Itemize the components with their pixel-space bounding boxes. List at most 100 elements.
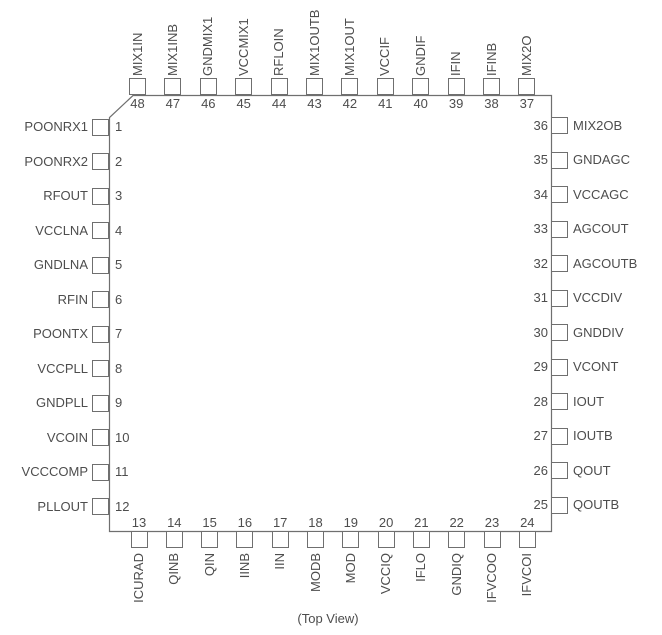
pin-label-44: RFLOIN [271,28,287,76]
pin-number-47: 47 [165,96,181,111]
pin-square-4 [92,222,109,239]
pin-label-23: IFVCOO [484,553,499,603]
pin-label-40: GNDIF [412,35,428,76]
pin-label-35: GNDAGC [573,152,631,167]
pin-label-32: AGCOUTB [573,255,638,271]
pin-number-1: 1 [115,119,123,134]
pin-square-29 [551,358,568,376]
pin-label-2: POONRX2 [24,153,88,169]
pin-number-4: 4 [115,222,123,238]
pin-number-28: 28 [533,393,548,409]
pin-square-46 [199,78,217,95]
pin-square-36 [551,117,568,134]
pin-square-48 [129,78,146,95]
pin-label-28: IOUT [573,393,605,409]
pin-label-41: VCCIF [377,37,393,76]
pin-number-31: 31 [533,290,548,305]
pin-square-26 [551,462,568,479]
pin-label-46: GNDMIX1 [200,16,216,76]
pin-label-22: GNDIQ [448,553,464,596]
pin-label-8: VCCPLL [37,360,88,376]
pin-number-35: 35 [533,152,548,167]
pin-label-11: VCCCOMP [21,464,88,479]
pin-square-2 [92,153,109,170]
pin-square-39 [447,78,465,95]
pin-number-26: 26 [533,462,548,478]
pin-square-6 [92,291,109,308]
pin-label-30: GNDDIV [573,324,624,340]
pin-number-13: 13 [131,515,147,530]
pin-number-32: 32 [533,255,548,271]
pin-square-30 [551,324,568,341]
pin-square-5 [92,256,109,274]
pin-number-3: 3 [115,188,123,203]
pin-square-16 [236,531,254,548]
pin-square-25 [551,496,568,514]
pin-square-37 [518,78,536,95]
pin-number-24: 24 [520,515,535,530]
pin-square-44 [270,78,288,95]
pin-square-40 [412,78,430,95]
pin-square-20 [377,531,395,548]
pin-number-43: 43 [307,96,322,111]
pin-number-10: 10 [115,429,130,445]
pin-label-15: QIN [201,553,217,577]
pin-label-14: QINB [166,553,182,585]
pin-number-18: 18 [308,515,323,530]
pin-number-46: 46 [201,96,216,111]
pin-square-8 [92,360,109,377]
pin-number-9: 9 [115,395,123,410]
pin-label-24: IFVCOI [519,553,535,597]
pin-number-12: 12 [115,498,130,514]
pin-number-16: 16 [237,515,253,530]
pin-number-14: 14 [167,515,182,530]
pin-label-4: VCCLNA [35,222,88,238]
pin-label-43: MIX1OUTB [306,9,322,76]
pin-number-8: 8 [115,360,123,376]
pin-label-45: VCCMIX1 [235,18,251,76]
pin-number-39: 39 [448,96,464,111]
pin-square-27 [551,427,568,445]
pin-number-38: 38 [484,96,499,111]
pin-number-36: 36 [533,117,548,133]
pin-square-47 [164,78,182,95]
pin-number-11: 11 [115,464,129,479]
pin-square-10 [92,429,109,446]
pin-number-29: 29 [533,359,548,374]
pin-label-34: VCCAGC [573,186,629,202]
pin-label-29: VCONT [573,359,619,374]
pin-label-48: MIX1IN [129,32,145,76]
pin-number-45: 45 [236,96,251,111]
pin-square-3 [92,187,109,205]
pin-label-47: MIX1INB [164,23,180,76]
pin-square-43 [306,78,323,95]
pin-label-25: QOUTB [573,497,620,512]
pin-square-14 [165,531,183,548]
pin-number-30: 30 [533,324,548,340]
pin-square-13 [130,531,148,548]
pin-number-22: 22 [449,515,464,530]
pin-square-21 [412,531,430,548]
pin-number-17: 17 [272,515,288,530]
pin-square-11 [92,463,109,481]
pin-number-42: 42 [342,96,358,111]
pin-label-39: IFIN [448,51,464,76]
pin-square-45 [235,78,253,95]
pin-number-40: 40 [413,96,428,111]
pin-square-19 [342,531,360,548]
pin-square-34 [551,186,568,203]
pin-number-21: 21 [414,515,429,530]
pin-number-41: 41 [378,96,393,111]
pin-square-1 [92,118,109,136]
pin-number-7: 7 [115,326,123,341]
pin-number-44: 44 [271,96,287,111]
pin-square-32 [551,255,568,272]
pin-label-3: RFOUT [43,188,88,203]
pin-label-13: ICURAD [131,553,146,603]
pin-number-6: 6 [115,291,123,307]
pin-number-5: 5 [115,257,123,272]
pin-square-22 [448,531,466,548]
pin-number-19: 19 [343,515,359,530]
pin-label-20: VCCIQ [378,553,394,595]
